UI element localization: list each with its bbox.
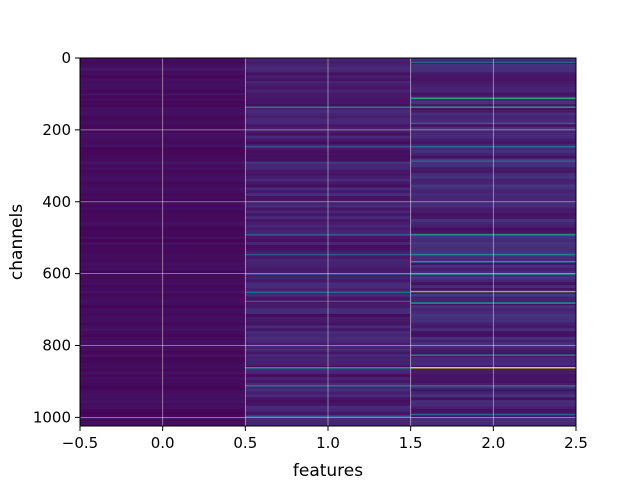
x-tick-label: 2.5 <box>564 434 588 452</box>
x-tick-label: −0.5 <box>62 434 98 452</box>
y-tick-label: 1000 <box>33 408 71 426</box>
y-tick-label: 0 <box>61 49 71 67</box>
y-axis: 0 200 400 600 800 1000 <box>33 49 80 426</box>
y-tick-label: 400 <box>42 193 71 211</box>
x-axis: −0.5 0.0 0.5 1.0 1.5 2.0 2.5 <box>62 426 588 452</box>
y-axis-title: channels <box>7 204 27 280</box>
x-axis-title: features <box>293 461 363 480</box>
x-tick-label: 0.0 <box>151 434 175 452</box>
y-tick-label: 800 <box>42 337 71 355</box>
x-tick-label: 2.0 <box>481 434 505 452</box>
grid-lines <box>79 57 577 426</box>
x-tick-label: 1.5 <box>399 434 423 452</box>
y-tick-label: 200 <box>42 121 71 139</box>
x-tick-label: 1.0 <box>316 434 340 452</box>
y-tick-label: 600 <box>42 265 71 283</box>
x-tick-label: 0.5 <box>233 434 257 452</box>
